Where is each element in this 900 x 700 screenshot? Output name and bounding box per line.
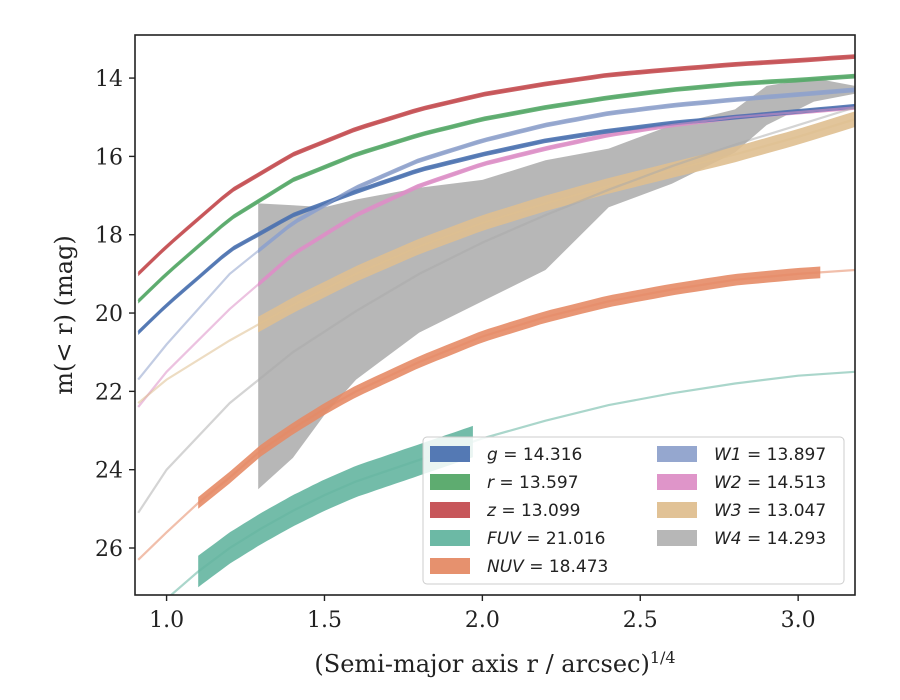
- x-tick-label: 2.5: [623, 608, 658, 633]
- y-axis-ticks: 14 16 18 20 22 24 26: [95, 67, 135, 562]
- legend-label-w2: W2 = 14.513: [714, 473, 826, 493]
- legend-label-nuv: NUV = 18.473: [487, 557, 608, 577]
- y-axis-label: m(< r) (mag): [50, 235, 78, 394]
- line-w4: [137, 106, 855, 514]
- legend-label-w4: W4 = 14.293: [714, 529, 826, 549]
- legend-swatch-g: [430, 446, 470, 462]
- band-g: [138, 103, 855, 336]
- legend-swatch-r: [430, 474, 470, 490]
- series-lines: [137, 55, 855, 595]
- legend-label-w3: W3 = 13.047: [714, 501, 826, 521]
- uncertainty-bands: [138, 54, 855, 588]
- y-tick-label: 24: [95, 459, 123, 484]
- x-axis-ticks: 1.0 1.5 2.0 2.5 3.0: [149, 595, 816, 633]
- legend-box: [422, 436, 845, 585]
- legend-swatch-z: [430, 502, 470, 518]
- legend-label-g: g = 14.316: [487, 445, 582, 465]
- x-tick-label: 1.5: [307, 608, 342, 633]
- legend-swatch-fuv: [430, 530, 470, 546]
- line-w2: [137, 106, 855, 408]
- x-tick-label: 2.0: [465, 608, 500, 633]
- plot-frame: [134, 34, 856, 596]
- legend-swatch-nuv: [430, 558, 470, 574]
- line-nuv: [137, 268, 855, 561]
- line-w3: [137, 118, 855, 404]
- y-tick-label: 20: [95, 302, 123, 327]
- line-z: [137, 55, 855, 275]
- legend-label-w1: W1 = 13.897: [714, 445, 826, 465]
- y-tick-label: 16: [95, 145, 123, 170]
- legend-swatch-w1: [657, 446, 697, 462]
- band-w3: [258, 111, 855, 333]
- y-tick-label: 22: [95, 380, 123, 405]
- line-w1: [137, 88, 855, 381]
- legend-swatch-w2: [657, 474, 697, 490]
- legend-swatch-w4: [657, 530, 697, 546]
- x-tick-label: 1.0: [149, 608, 184, 633]
- y-tick-label: 26: [95, 537, 123, 562]
- legend-label-fuv: FUV = 21.016: [487, 529, 605, 549]
- legend-swatch-w3: [657, 502, 697, 518]
- legend: g = 14.316 r = 13.597 z = 13.099 FUV = 21.0…: [422, 436, 845, 585]
- band-w4: [258, 78, 855, 490]
- y-tick-label: 18: [95, 224, 123, 249]
- line-fuv: [169, 370, 855, 595]
- band-r: [138, 73, 855, 304]
- line-r: [137, 75, 855, 303]
- legend-label-z: z = 13.099: [486, 501, 580, 521]
- band-fuv: [198, 425, 473, 588]
- x-axis-label: (Semi-major axis r / arcsec)1/4: [314, 648, 675, 678]
- legend-label-r: r = 13.597: [487, 473, 579, 493]
- x-tick-label: 3.0: [781, 608, 816, 633]
- y-tick-label: 14: [95, 67, 123, 92]
